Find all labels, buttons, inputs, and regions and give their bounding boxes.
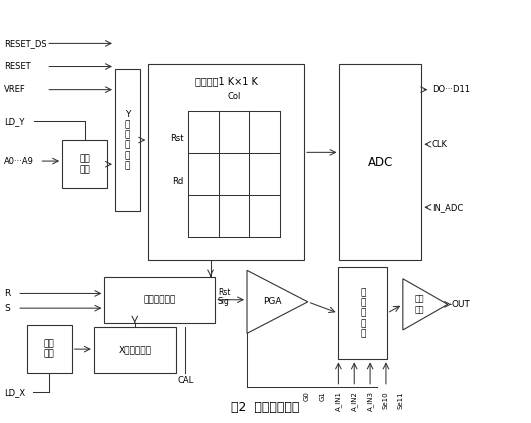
Bar [339,64,421,260]
Text: A_IN1: A_IN1 [335,391,342,411]
Text: S: S [4,304,10,313]
Bar [94,327,176,373]
Text: A_IN3: A_IN3 [367,391,373,411]
Text: 像素阵列1 K×1 K: 像素阵列1 K×1 K [195,76,258,86]
Text: A0···A9: A0···A9 [4,157,34,165]
Text: 输出
缓冲: 输出 缓冲 [414,295,424,314]
Text: Sig: Sig [218,297,230,306]
Polygon shape [403,279,448,330]
Bar [27,325,72,373]
Text: CLK: CLK [432,140,448,149]
Text: LD_Y: LD_Y [4,117,24,126]
Text: LD_X: LD_X [4,388,25,397]
Text: DO···D11: DO···D11 [432,85,470,94]
Text: RESET_DS: RESET_DS [4,39,47,48]
Text: VREF: VREF [4,85,26,94]
Bar [62,140,107,188]
Text: PGA: PGA [263,297,281,306]
Text: ADC: ADC [367,156,393,169]
Text: G1: G1 [320,391,326,401]
Bar [115,69,140,212]
Text: RESET: RESET [4,62,31,71]
Text: G0: G0 [304,391,310,401]
Text: A_IN2: A_IN2 [351,391,357,411]
Text: 地址
锁存: 地址 锁存 [79,154,90,174]
Text: IN_ADC: IN_ADC [432,203,463,212]
Polygon shape [247,270,308,333]
Text: Se11: Se11 [397,391,403,409]
Text: Rst: Rst [170,134,184,143]
Text: 多
路
选
择
器: 多 路 选 择 器 [360,288,365,338]
Text: Rd: Rd [173,177,184,186]
Text: X地址译码器: X地址译码器 [118,346,151,354]
Text: Rst: Rst [218,288,230,297]
Bar [338,267,387,360]
Bar [148,64,304,260]
Text: CAL: CAL [177,376,193,385]
Text: 地址
锁存: 地址 锁存 [44,339,55,359]
Text: Se10: Se10 [383,391,389,409]
Bar [105,277,215,323]
Text: Col: Col [227,92,241,102]
Text: Y
地
址
译
码
器: Y 地 址 译 码 器 [125,110,130,170]
Text: 列读出放大器: 列读出放大器 [144,295,176,304]
Text: R: R [4,289,10,298]
Text: 图2  功能结构框图: 图2 功能结构框图 [232,401,299,414]
Text: OUT: OUT [452,300,471,309]
